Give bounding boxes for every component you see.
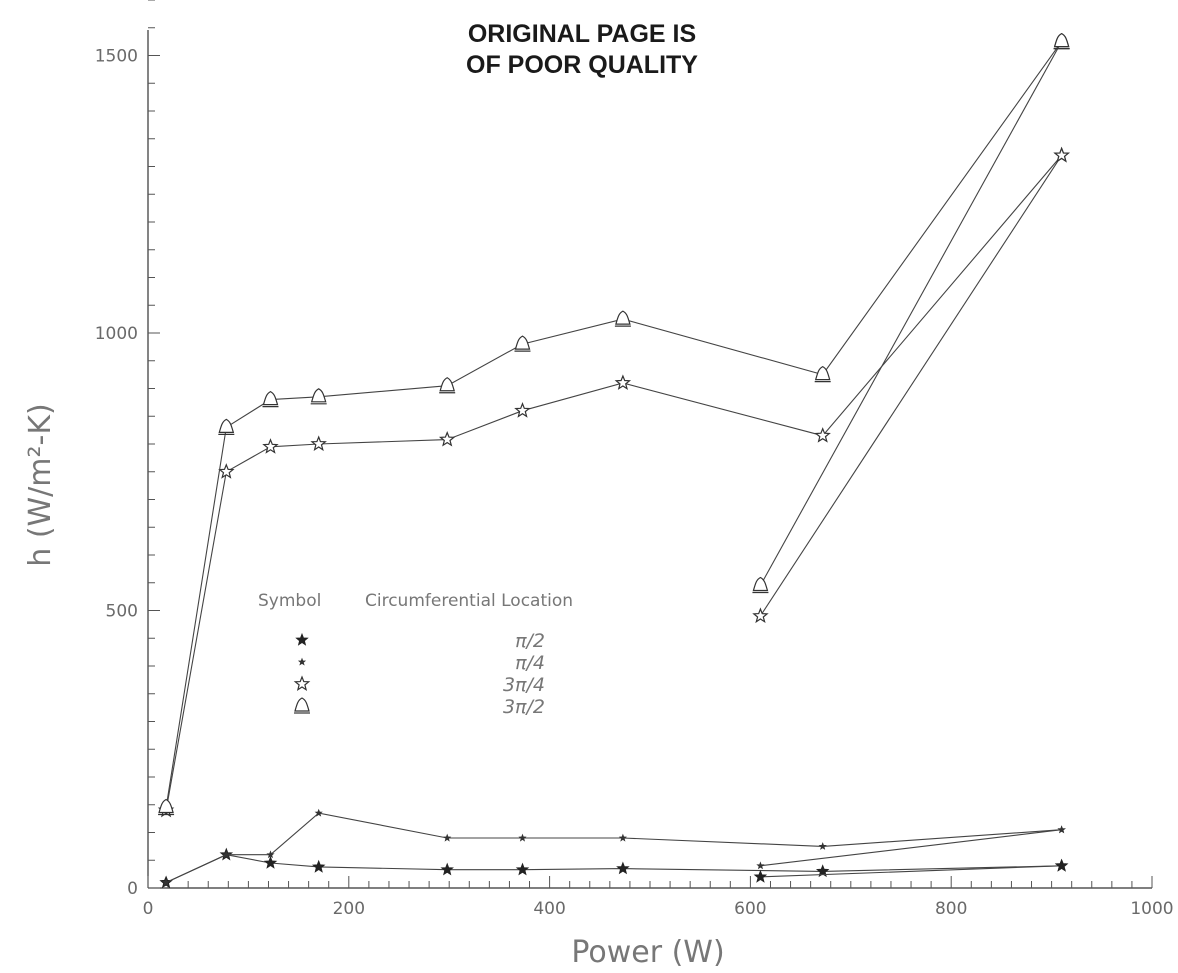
legend-entry-label: 3π/4	[503, 674, 545, 696]
data-point	[218, 463, 235, 479]
data-point	[818, 842, 827, 850]
legend-marker	[295, 632, 309, 646]
data-point	[514, 402, 531, 418]
series-line	[165, 854, 1062, 883]
x-tick-label: 400	[533, 899, 565, 919]
data-point	[518, 833, 527, 842]
series-line	[760, 865, 1062, 878]
series-3	[158, 32, 1070, 816]
series-line	[165, 41, 1063, 808]
legend-entry-label: π/4	[515, 652, 545, 674]
data-point	[1053, 146, 1070, 163]
data-point	[815, 864, 830, 878]
data-point	[616, 861, 630, 875]
axes	[147, 30, 1152, 889]
legend-header-symbol: Symbol	[258, 591, 321, 611]
data-point	[263, 855, 278, 869]
data-point	[440, 862, 454, 876]
data-point	[443, 833, 452, 842]
y-axis-label: h (W/m²-K)	[23, 403, 58, 566]
data-point	[439, 377, 455, 392]
x-tick-label: 600	[734, 899, 766, 919]
data-point	[266, 850, 275, 859]
data-point	[514, 335, 531, 350]
legend-marker	[294, 697, 310, 712]
data-point	[1054, 858, 1069, 872]
y-axis-ticks: 0 500 1000 1500	[95, 0, 160, 899]
y-tick-label: 0	[127, 879, 138, 899]
series-line	[165, 812, 1062, 883]
series-line	[759, 155, 1063, 617]
data-point	[814, 427, 831, 443]
x-tick-label: 200	[333, 899, 365, 919]
x-tick-label: 1000	[1130, 899, 1173, 919]
legend-header-location: Circumferential Location	[365, 591, 573, 611]
series-7	[752, 32, 1070, 594]
series-4	[753, 858, 1069, 883]
data-point	[1053, 32, 1070, 48]
data-point	[618, 833, 627, 842]
data-point	[310, 388, 327, 403]
data-point	[310, 435, 327, 452]
series-5	[756, 825, 1066, 870]
x-axis-label: Power (W)	[571, 935, 724, 970]
data-point	[614, 374, 632, 390]
series-line	[760, 829, 1062, 867]
data-point	[262, 390, 279, 406]
stamp-line-2: OF POOR QUALITY	[466, 51, 698, 79]
data-point	[314, 808, 323, 817]
legend-marker	[297, 657, 307, 666]
data-point	[752, 576, 769, 592]
data-point	[752, 607, 769, 624]
x-tick-label: 800	[935, 899, 967, 919]
legend-marker	[293, 675, 311, 692]
legend: Symbol Circumferential Location π/2π/43π…	[258, 591, 573, 718]
data-point	[753, 869, 768, 883]
series-layer	[157, 32, 1070, 889]
series-2	[157, 146, 1070, 818]
x-axis-ticks: 0 200 400 600 800 1000	[143, 876, 1174, 919]
legend-entry-label: π/2	[515, 630, 545, 652]
y-tick-label: 1500	[95, 47, 138, 67]
data-point	[311, 859, 326, 873]
legend-entry-label: 3π/2	[503, 696, 545, 718]
series-1	[161, 808, 1066, 886]
data-point	[615, 310, 631, 325]
x-tick-label: 0	[143, 899, 154, 919]
data-point	[161, 878, 171, 886]
y-tick-label: 1000	[95, 324, 138, 344]
data-point	[515, 862, 530, 876]
stamp-line-1: ORIGINAL PAGE IS	[468, 20, 696, 48]
data-point	[438, 430, 456, 447]
series-line	[759, 41, 1063, 586]
data-point	[814, 365, 831, 381]
series-6	[752, 146, 1070, 624]
data-point	[262, 438, 279, 454]
data-point	[218, 418, 235, 433]
series-line	[165, 155, 1063, 811]
data-point	[158, 798, 174, 814]
y-tick-label: 500	[106, 602, 138, 622]
data-point	[756, 861, 765, 870]
data-point	[222, 850, 231, 859]
data-point	[1057, 825, 1066, 834]
